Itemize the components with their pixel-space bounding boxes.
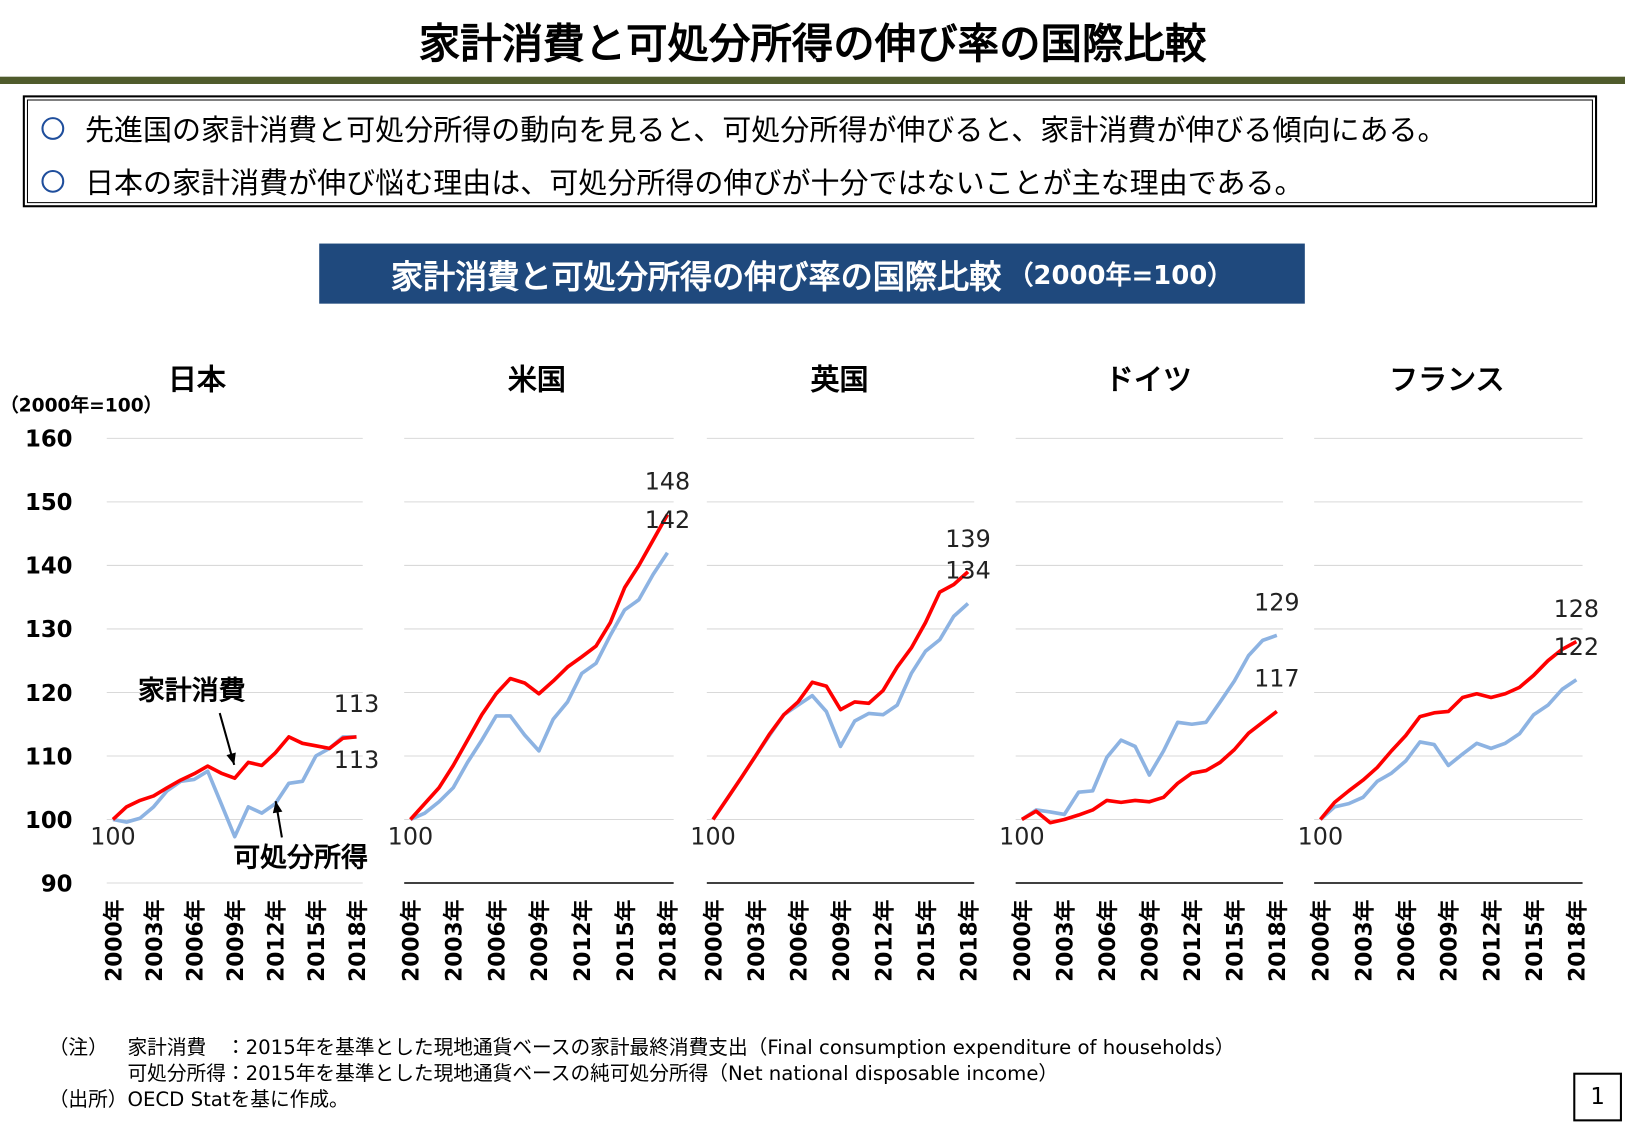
- x-tick-label: 2009年: [1437, 899, 1463, 982]
- chart-banner: 家計消費と可処分所得の伸び率の国際比較 （2000年=100）: [319, 243, 1305, 304]
- x-tick-label: 2015年: [304, 899, 330, 982]
- x-tick-label: 2015年: [613, 899, 639, 982]
- x-tick-label: 2018年: [345, 899, 371, 982]
- summary-box: [22, 95, 1598, 208]
- x-tick-label: 2018年: [656, 899, 682, 982]
- annotation-arrowhead: [272, 801, 283, 814]
- x-tick-label: 2000年: [399, 899, 425, 982]
- data-label: 113: [334, 690, 379, 718]
- note-line: 家計消費 ：2015年を基準とした現地通貨ベースの家計最終消費支出（Final …: [127, 1036, 1235, 1060]
- data-label: 142: [645, 506, 690, 534]
- data-label: 100: [999, 822, 1044, 850]
- x-tick-label: 2018年: [1265, 899, 1291, 982]
- note-label: （注）: [48, 1036, 108, 1060]
- series-annotation: 家計消費: [138, 676, 246, 707]
- x-tick-label: 2003年: [442, 899, 468, 982]
- banner-unit: （2000年=100）: [1007, 260, 1234, 291]
- x-tick-label: 2006年: [1394, 899, 1420, 982]
- data-label: 117: [1254, 665, 1299, 693]
- series-line: [112, 735, 357, 839]
- x-tick-label: 2012年: [871, 899, 897, 982]
- data-label: 100: [90, 822, 135, 850]
- x-tick-label: 2006年: [1095, 899, 1121, 982]
- y-tick-label: 120: [25, 681, 73, 707]
- banner-title: 家計消費と可処分所得の伸び率の国際比較: [390, 258, 1002, 296]
- series-line: [1318, 640, 1578, 821]
- data-label: 148: [645, 468, 690, 496]
- x-tick-label: 2003年: [142, 899, 168, 982]
- x-tick-label: 2012年: [570, 899, 596, 982]
- x-tick-label: 2015年: [1522, 899, 1548, 982]
- bullet-text: 日本の家計消費が伸び悩む理由は、可処分所得の伸びが十分ではないことが主な理由であ…: [84, 165, 1304, 201]
- chart-title: フランス: [1389, 363, 1504, 397]
- source: OECD Statを基に作成。: [127, 1088, 349, 1112]
- page-number: 1: [1573, 1072, 1622, 1122]
- data-label: 129: [1254, 588, 1299, 616]
- x-tick-label: 2009年: [829, 899, 855, 982]
- x-tick-label: 2012年: [1479, 899, 1505, 982]
- title-rule: [0, 76, 1625, 84]
- y-tick-label: 90: [41, 871, 73, 897]
- bullet: 日本の家計消費が伸び悩む理由は、可処分所得の伸びが十分ではないことが主な理由であ…: [41, 161, 1304, 202]
- data-label: 122: [1554, 633, 1599, 661]
- x-tick-label: 2003年: [744, 899, 770, 982]
- data-label: 134: [945, 557, 990, 585]
- y-tick-label: 140: [25, 554, 73, 580]
- data-label: 100: [388, 822, 433, 850]
- chart-title: 英国: [810, 363, 868, 397]
- note-line: 可処分所得：2015年を基準とした現地通貨ベースの純可処分所得（Net nati…: [127, 1062, 1059, 1086]
- data-label: 139: [945, 525, 990, 553]
- data-label: 113: [334, 746, 379, 774]
- bullet-text: 先進国の家計消費と可処分所得の動向を見ると、可処分所得が伸びると、家計消費が伸び…: [84, 112, 1447, 148]
- x-tick-label: 2006年: [484, 899, 510, 982]
- series-annotation: 可処分所得: [233, 841, 368, 873]
- x-tick-label: 2018年: [956, 899, 982, 982]
- chart-title: 米国: [508, 363, 566, 397]
- data-label: 128: [1554, 595, 1599, 623]
- annotation-arrowhead: [226, 752, 236, 765]
- x-tick-label: 2000年: [101, 899, 127, 982]
- x-tick-label: 2015年: [914, 899, 940, 982]
- y-tick-label: 160: [25, 427, 73, 453]
- series-line: [711, 570, 970, 821]
- series-line: [711, 602, 970, 821]
- x-tick-label: 2006年: [786, 899, 812, 982]
- y-tick-label: 150: [25, 490, 73, 516]
- chart-title: 日本: [168, 363, 227, 397]
- x-tick-label: 2012年: [264, 899, 290, 982]
- x-tick-label: 2009年: [223, 899, 249, 982]
- series-line: [1020, 710, 1278, 825]
- source-label: （出所）: [48, 1088, 128, 1112]
- series-line: [1020, 633, 1278, 821]
- series-line: [1319, 678, 1578, 821]
- x-tick-label: 2006年: [182, 899, 208, 982]
- x-tick-label: 2018年: [1565, 899, 1591, 982]
- bullet: 先進国の家計消費と可処分所得の動向を見ると、可処分所得が伸びると、家計消費が伸び…: [41, 108, 1447, 149]
- x-tick-label: 2003年: [1351, 899, 1377, 982]
- series-line: [111, 735, 357, 821]
- x-tick-label: 2015年: [1223, 899, 1249, 982]
- bullet-marker: [41, 117, 65, 140]
- y-tick-label: 110: [25, 744, 73, 770]
- series-line: [409, 513, 670, 821]
- x-tick-label: 2003年: [1053, 899, 1079, 982]
- charts: 日本 （2000年=100） 90 100 110 120 130 140 150 160 2000…: [0, 363, 1599, 982]
- x-tick-label: 2000年: [1010, 899, 1036, 982]
- y-tick-label: 100: [25, 808, 73, 834]
- series-line: [409, 551, 669, 822]
- x-tick-label: 2000年: [1309, 899, 1335, 982]
- y-tick-label: 130: [25, 617, 73, 643]
- data-label: 100: [690, 822, 735, 850]
- chart-title: ドイツ: [1105, 363, 1192, 397]
- bullet-marker: [41, 169, 65, 193]
- x-tick-label: 2000年: [701, 899, 727, 982]
- x-tick-label: 2009年: [1138, 899, 1164, 982]
- x-tick-label: 2012年: [1180, 899, 1206, 982]
- page-title: 家計消費と可処分所得の伸び率の国際比較: [418, 20, 1207, 69]
- data-label: 100: [1298, 822, 1343, 850]
- x-tick-label: 2009年: [527, 899, 553, 982]
- y-axis-unit: （2000年=100）: [0, 394, 162, 416]
